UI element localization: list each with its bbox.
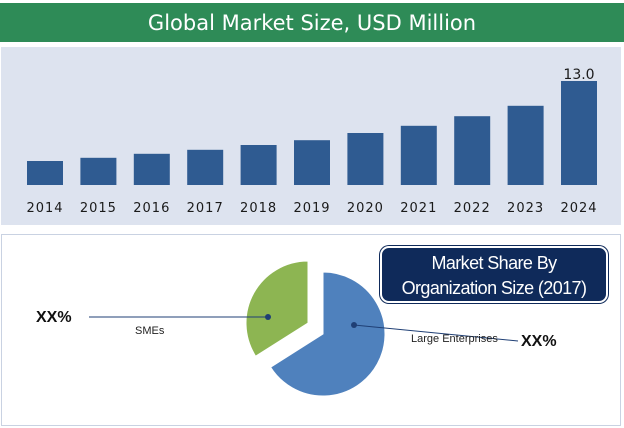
smes-label: SMEs: [135, 325, 165, 337]
pie-title-line-2: Organization Size (2017): [401, 278, 587, 298]
bar-2016: [133, 153, 170, 185]
bar-chart-panel: 2014 2015 2016 2017 2018 2019 2020 2021 2022 2023…: [1, 47, 621, 225]
x-tick-label-2023: 2023: [507, 201, 544, 216]
pie-slice-smes: [245, 260, 309, 357]
large-enterprises-leader-line-dot: [351, 322, 357, 328]
x-tick-label-2016: 2016: [133, 201, 170, 216]
bar-2017: [187, 149, 224, 185]
x-tick-label-2018: 2018: [240, 201, 277, 216]
bar-2019: [294, 140, 330, 185]
bar-2015: [80, 157, 117, 185]
x-tick-label-2014: 2014: [26, 201, 63, 216]
chart-title: Global Market Size, USD Million: [0, 3, 624, 42]
bar-2022: [454, 116, 491, 185]
pie-slice-large-enterprises: [269, 271, 386, 397]
smes-percent-label: XX%: [36, 309, 72, 326]
smes-leader-line-dot: [265, 314, 271, 320]
bar-2024: [561, 81, 597, 185]
large-enterprises-percent-label: XX%: [521, 333, 557, 350]
pie-chart: [89, 260, 519, 397]
bar-2021: [400, 125, 437, 185]
x-tick-label-2017: 2017: [187, 201, 224, 216]
x-tick-label-2020: 2020: [347, 201, 384, 216]
large-enterprises-leader-line: [353, 324, 519, 342]
data-label-2024: 13.0: [563, 67, 594, 83]
pie-title-line-1: Market Share By: [431, 253, 557, 273]
large-enterprises-label: Large Enterprises: [411, 333, 498, 345]
x-tick-label-2019: 2019: [293, 201, 330, 216]
bar-chart: 2014 2015 2016 2017 2018 2019 2020 2021 2022 2023…: [26, 67, 597, 216]
bar-2014: [27, 161, 63, 185]
bar-2018: [240, 145, 277, 185]
bar-2023: [507, 105, 544, 185]
x-tick-label-2021: 2021: [400, 201, 437, 216]
x-tick-label-2024: 2024: [560, 201, 597, 216]
x-tick-label-2022: 2022: [454, 201, 491, 216]
bar-2020: [347, 133, 384, 185]
x-tick-label-2015: 2015: [80, 201, 117, 216]
pie-title-box: Market Share By Organization Size (2017): [380, 246, 608, 303]
